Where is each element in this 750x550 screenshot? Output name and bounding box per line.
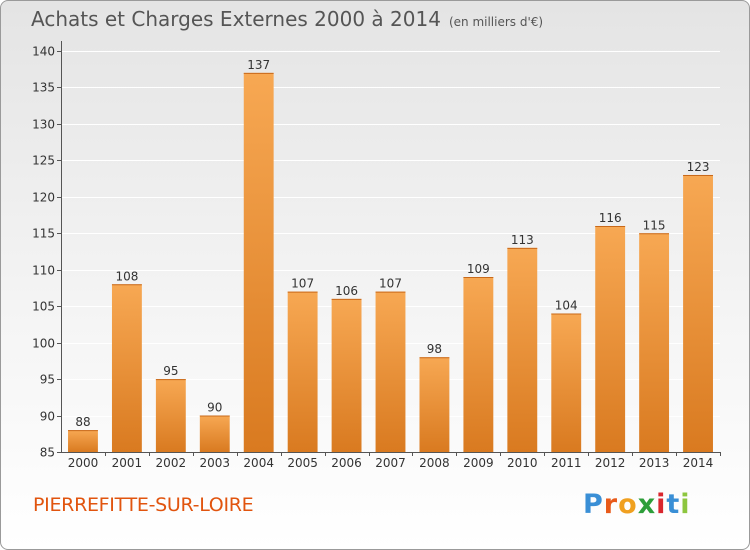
x-tick-label: 2013 xyxy=(639,456,670,470)
value-label: 137 xyxy=(247,58,270,72)
x-tick-label: 2003 xyxy=(199,456,230,470)
y-tick-label: 135 xyxy=(32,81,55,95)
x-tick-label: 2008 xyxy=(419,456,450,470)
chart-subtitle: (en milliers d'€) xyxy=(448,15,544,29)
bar-2006 xyxy=(331,298,362,452)
bar-2002 xyxy=(155,379,186,452)
y-tick-label: 130 xyxy=(32,118,55,132)
x-tick-label: 2005 xyxy=(287,456,318,470)
value-label: 123 xyxy=(687,160,710,174)
chart-title: Achats et Charges Externes 2000 à 2014 (e… xyxy=(31,7,543,31)
y-tick-label: 90 xyxy=(40,410,55,424)
logo-letter: P xyxy=(583,489,604,520)
x-tick-label: 2009 xyxy=(463,456,494,470)
commune-name: PIERREFITTE-SUR-LOIRE xyxy=(33,494,254,516)
bar-2005 xyxy=(287,291,318,452)
y-tick-label: 120 xyxy=(32,191,55,205)
x-tick-label: 2010 xyxy=(507,456,538,470)
y-tick-label: 125 xyxy=(32,154,55,168)
logo-letter: t xyxy=(666,489,681,520)
value-label: 104 xyxy=(555,298,578,312)
value-label: 107 xyxy=(291,277,314,291)
x-tick-label: 2001 xyxy=(112,456,143,470)
value-label: 116 xyxy=(599,211,622,225)
x-tick-label: 2014 xyxy=(683,456,714,470)
bar-2001 xyxy=(111,284,142,452)
bar-2011 xyxy=(551,313,582,452)
logo-letter: r xyxy=(603,489,619,520)
y-tick-label: 95 xyxy=(40,373,55,387)
y-tick-label: 115 xyxy=(32,227,55,241)
value-label: 98 xyxy=(427,342,442,356)
value-label: 95 xyxy=(163,364,178,378)
value-label: 90 xyxy=(207,401,222,415)
y-tick-label: 85 xyxy=(40,446,55,460)
chart-title-text: Achats et Charges Externes 2000 à 2014 xyxy=(31,7,441,31)
logo-letter: i xyxy=(680,489,691,520)
bar-2012 xyxy=(595,225,626,452)
value-label: 88 xyxy=(75,415,90,429)
x-tick-label: 2007 xyxy=(375,456,406,470)
bar-2003 xyxy=(199,415,230,452)
bar-2000 xyxy=(68,430,98,452)
y-tick-label: 100 xyxy=(32,337,55,351)
logo-letter: o xyxy=(618,489,638,520)
bar-2004 xyxy=(243,72,274,452)
y-tick-label: 110 xyxy=(32,264,55,278)
bar-2007 xyxy=(375,291,406,452)
y-tick-label: 140 xyxy=(32,45,55,59)
value-label: 113 xyxy=(511,233,534,247)
x-tick-label: 2012 xyxy=(595,456,626,470)
x-tick-label: 2000 xyxy=(68,456,99,470)
value-label: 115 xyxy=(643,218,666,232)
y-tick-label: 105 xyxy=(32,300,55,314)
value-label: 107 xyxy=(379,277,402,291)
bar-2014 xyxy=(683,174,713,453)
proxiti-logo: Proxiti xyxy=(583,489,691,520)
bar-2009 xyxy=(463,277,494,452)
bar-2008 xyxy=(419,357,450,452)
x-tick-label: 2002 xyxy=(156,456,187,470)
value-label: 109 xyxy=(467,262,490,276)
logo-letter: x xyxy=(637,489,657,520)
x-tick-label: 2006 xyxy=(331,456,362,470)
x-tick-label: 2011 xyxy=(551,456,582,470)
bar-2010 xyxy=(507,247,538,452)
x-tick-label: 2004 xyxy=(243,456,274,470)
bar-2013 xyxy=(639,233,670,452)
value-label: 106 xyxy=(335,284,358,298)
value-label: 108 xyxy=(115,269,138,283)
logo-letter: i xyxy=(656,489,667,520)
